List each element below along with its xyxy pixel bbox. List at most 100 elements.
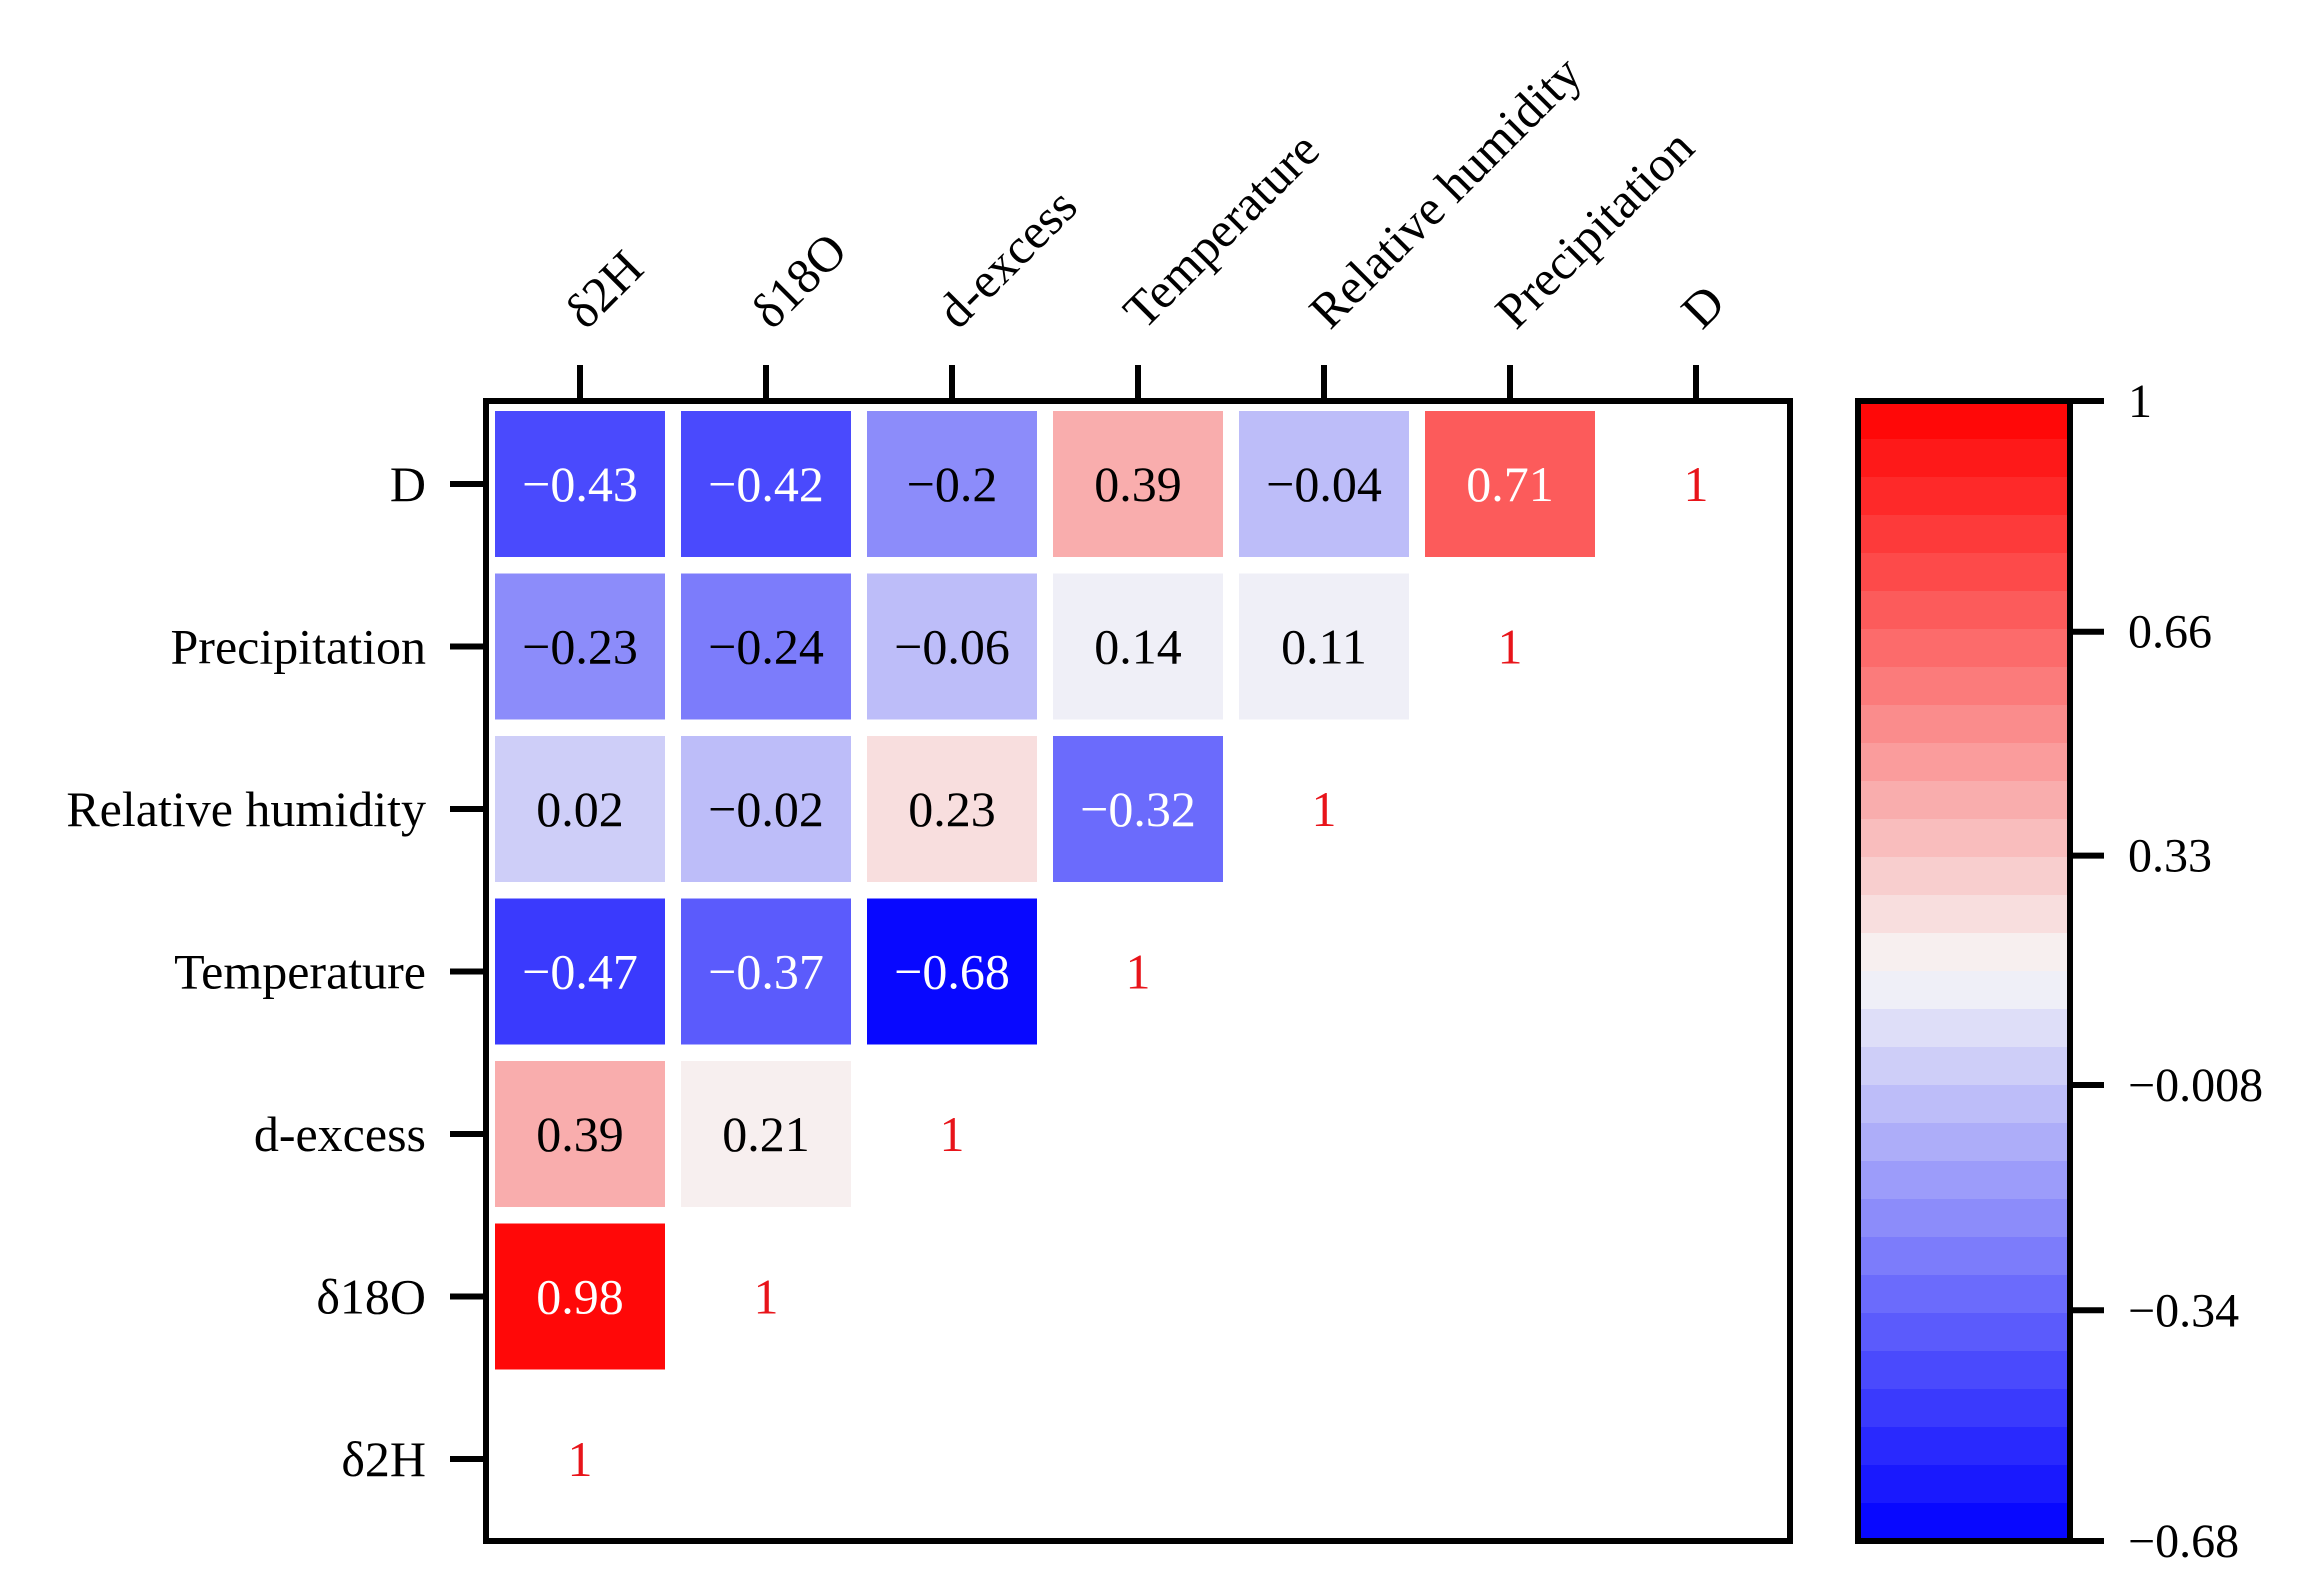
heatmap-cell: −0.23 — [495, 573, 665, 720]
cell-rect — [495, 898, 665, 1045]
heatmap-cells: −0.43 −0.42 −0.2 0.39 −0.04 0.71 1 −0.23 −0.24 −0… — [495, 411, 1709, 1487]
colorbar-step — [1858, 933, 2070, 972]
colorbar-step — [1858, 1389, 2070, 1428]
cell-value-label: −0.2 — [907, 456, 998, 512]
colorbar-step — [1858, 1313, 2070, 1352]
cell-rect — [495, 573, 665, 720]
colorbar-step — [1858, 819, 2070, 858]
diagonal-value-label: 1 — [568, 1431, 593, 1487]
colorbar-step — [1858, 477, 2070, 516]
heatmap-cell: −0.32 — [1053, 736, 1223, 882]
heatmap-cell: 0.11 — [1239, 573, 1409, 720]
x-tick-label: Temperature — [1112, 121, 1330, 339]
cell-value-label: −0.42 — [708, 456, 824, 512]
cell-rect — [1239, 411, 1409, 557]
cell-value-label: −0.06 — [894, 619, 1010, 675]
heatmap-cell: 0.39 — [1053, 411, 1223, 557]
cell-rect — [495, 736, 665, 882]
colorbar-tick-label: −0.008 — [2128, 1059, 2263, 1112]
colorbar-step — [1858, 1161, 2070, 1200]
colorbar-step — [1858, 743, 2070, 782]
colorbar-step — [1858, 1503, 2070, 1542]
diagonal-value-label: 1 — [940, 1106, 965, 1162]
diagonal-value-label: 1 — [1498, 619, 1523, 675]
colorbar-step — [1858, 515, 2070, 554]
heatmap-cell: −0.68 — [867, 898, 1037, 1045]
cell-value-label: 0.71 — [1466, 456, 1554, 512]
heatmap-cell: −0.06 — [867, 573, 1037, 720]
heatmap-cell: −0.02 — [681, 736, 851, 882]
colorbar-step — [1858, 667, 2070, 706]
heatmap-cell: 1 — [1684, 456, 1709, 512]
heatmap-cell: 1 — [940, 1106, 965, 1162]
cell-value-label: −0.32 — [1080, 781, 1196, 837]
colorbar-step — [1858, 1009, 2070, 1048]
heatmap-cell: 1 — [754, 1269, 779, 1325]
y-tick-label: Precipitation — [171, 619, 427, 675]
colorbar-step — [1858, 971, 2070, 1010]
cell-value-label: 0.23 — [908, 781, 996, 837]
heatmap-cell: −0.37 — [681, 898, 851, 1045]
cell-value-label: −0.43 — [522, 456, 638, 512]
heatmap-cell: 0.14 — [1053, 573, 1223, 720]
cell-rect — [681, 573, 851, 720]
heatmap-cell: 1 — [1312, 781, 1337, 837]
heatmap-cell: 0.98 — [495, 1223, 665, 1370]
colorbar-step — [1858, 1427, 2070, 1466]
colorbar-tick-label: 1 — [2128, 375, 2152, 428]
colorbar-tick-label: −0.34 — [2128, 1284, 2239, 1337]
colorbar-tick-label: −0.68 — [2128, 1515, 2239, 1568]
y-axis: D Precipitation Relative humidity Temperatu… — [66, 456, 486, 1487]
cell-rect — [681, 411, 851, 557]
colorbar-step — [1858, 1351, 2070, 1390]
colorbar-tick-label: 0.33 — [2128, 830, 2212, 883]
cell-value-label: −0.37 — [708, 944, 824, 1000]
y-tick-label: Temperature — [174, 944, 426, 1000]
cell-rect — [495, 411, 665, 557]
colorbar-frame — [1855, 398, 2073, 1544]
heatmap-cell: −0.47 — [495, 898, 665, 1045]
heatmap-cell: 0.21 — [681, 1061, 851, 1207]
colorbar-step — [1858, 1199, 2070, 1238]
heatmap-cell: −0.42 — [681, 411, 851, 557]
diagonal-value-label: 1 — [1684, 456, 1709, 512]
heatmap-cell: −0.04 — [1239, 411, 1409, 557]
heatmap-cell: −0.2 — [867, 411, 1037, 557]
colorbar-step — [1858, 629, 2070, 668]
colorbar-step — [1858, 895, 2070, 934]
cell-rect — [1053, 736, 1223, 882]
cell-rect — [495, 1223, 665, 1370]
cell-value-label: −0.47 — [522, 944, 638, 1000]
colorbar-step — [1858, 439, 2070, 478]
cell-rect — [1239, 573, 1409, 720]
y-tick-label: D — [390, 456, 426, 512]
cell-rect — [867, 898, 1037, 1045]
x-tick-label: δ2H — [554, 239, 653, 338]
cell-rect — [1053, 411, 1223, 557]
heatmap-cell: 0.23 — [867, 736, 1037, 882]
heatmap-cell: −0.43 — [495, 411, 665, 557]
cell-value-label: −0.24 — [708, 619, 824, 675]
cell-rect — [1425, 411, 1595, 557]
colorbar-step — [1858, 1123, 2070, 1162]
cell-value-label: 0.14 — [1094, 619, 1182, 675]
colorbar: 1 0.66 0.33 −0.008 −0.34 −0.68 — [1855, 375, 2263, 1568]
heatmap-cell: 0.71 — [1425, 411, 1595, 557]
colorbar-step — [1858, 781, 2070, 820]
cell-rect — [681, 736, 851, 882]
heatmap-cell: 1 — [568, 1431, 593, 1487]
x-tick-label: d-excess — [926, 177, 1087, 338]
colorbar-tick-label: 0.66 — [2128, 606, 2212, 659]
colorbar-step — [1858, 553, 2070, 592]
cell-value-label: −0.02 — [708, 781, 824, 837]
cell-value-label: 0.11 — [1281, 619, 1367, 675]
cell-rect — [495, 1061, 665, 1207]
cell-value-label: 0.39 — [536, 1106, 624, 1162]
heatmap-cell: 1 — [1126, 944, 1151, 1000]
heatmap-cell: 0.39 — [495, 1061, 665, 1207]
cell-rect — [867, 736, 1037, 882]
cell-rect — [681, 898, 851, 1045]
y-tick-label: δ18O — [316, 1269, 426, 1325]
